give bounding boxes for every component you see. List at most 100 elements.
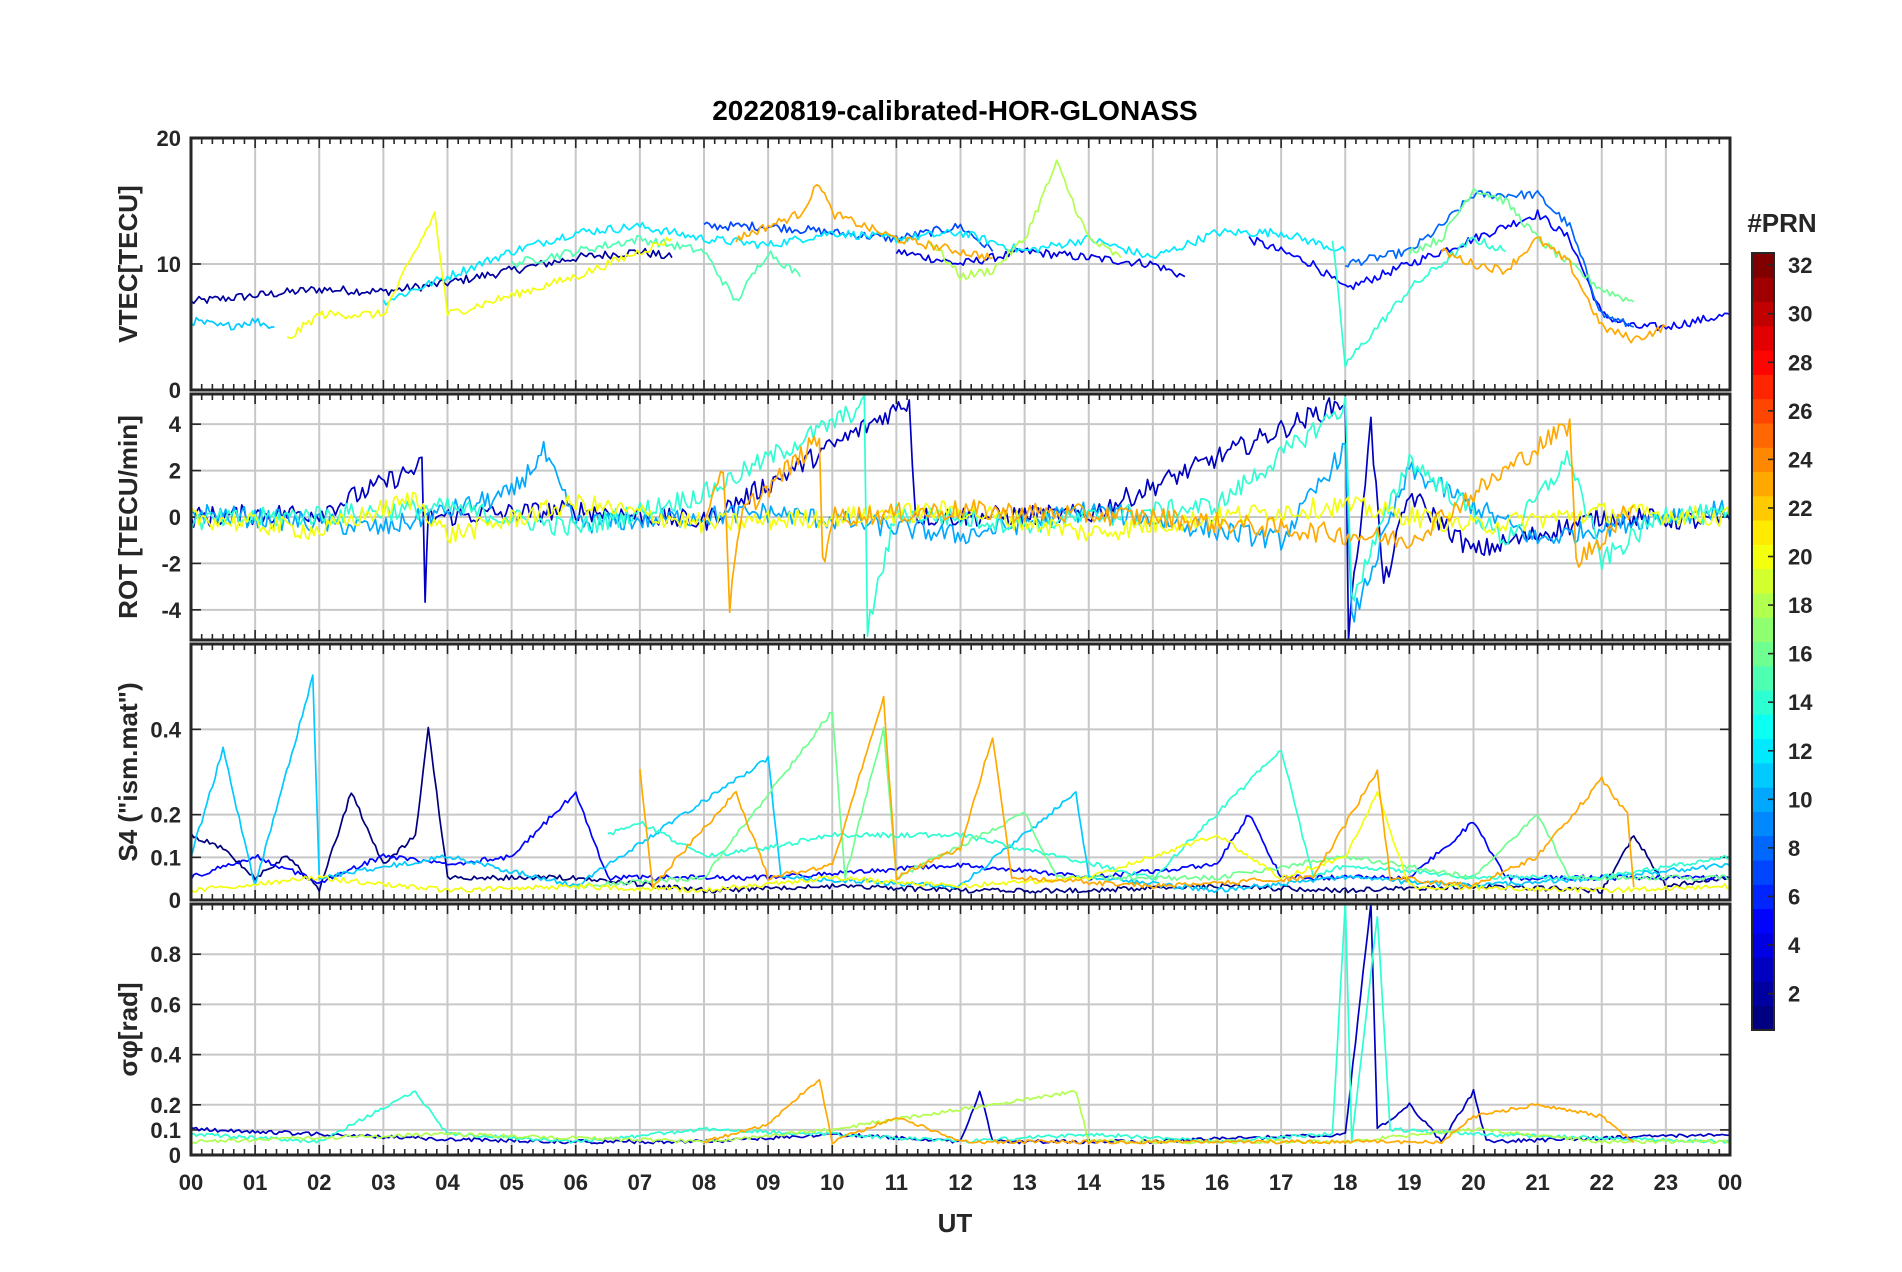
series-prn-12 [382,221,1347,306]
colorbar-segment [1752,957,1774,982]
y-tick-label: -4 [161,598,181,623]
x-tick-label: 03 [371,1170,395,1195]
series-prn-5 [191,791,1730,884]
series-group [191,394,1730,640]
panel-frame [189,902,1732,1157]
y-tick-label: 0.8 [150,942,181,967]
colorbar-tick-label: 26 [1788,399,1812,424]
colorbar-segment [1752,617,1774,642]
series-prn-20 [191,491,1730,544]
series-prn-2 [191,247,673,305]
colorbar-segment [1752,447,1774,473]
y-axis-label-s4: S4 ("ism.mat") [113,682,143,861]
x-tick-label: 15 [1141,1170,1165,1195]
y-tick-label: 4 [169,412,182,437]
colorbar-tick-label: 24 [1788,447,1813,472]
x-axis-label: UT [938,1208,973,1238]
series-prn-16 [1408,187,1635,303]
x-tick-label: 06 [564,1170,588,1195]
series-prn-14 [607,749,1730,882]
x-tick-label: 01 [243,1170,267,1195]
x-tick-label: 00 [179,1170,203,1195]
colorbar-segment [1752,277,1774,303]
colorbar-tick-label: 14 [1788,690,1813,715]
series-prn-11 [191,316,275,331]
colorbar-segment [1752,665,1774,691]
x-tick-label: 20 [1461,1170,1485,1195]
y-axis-label-sigma_phi: σφ[rad] [113,982,143,1076]
series-prn-8 [1344,189,1635,328]
colorbar-segment [1752,495,1774,521]
colorbar-segment [1752,738,1774,764]
y-tick-label: 20 [157,126,181,151]
panel-s4: 0 0.1 0.2 0.4 S4 ("ism.mat") [113,642,1732,913]
colorbar-segment [1752,835,1774,861]
series-prn-3 [191,397,1730,640]
colorbar-segment [1752,592,1774,618]
series-group [191,674,1730,894]
colorbar-segment [1752,641,1774,667]
colorbar-segment [1752,908,1774,934]
series-prn-23 [735,184,993,261]
panel-frame [189,392,1732,642]
x-tick-label: 13 [1012,1170,1036,1195]
x-tick-label: 23 [1654,1170,1678,1195]
panel-sigma_phi: 00.10.2 0.4 0.6 0.8 σφ[rad] [113,902,1732,1168]
panel-rot: -4 -2 0 2 4 ROT [TECU/min] [113,392,1732,642]
series-prn-1 [191,726,1730,894]
y-axis-label-vtec: VTEC[TECU] [113,185,143,342]
series-prn-18 [191,1090,1730,1145]
colorbar-segment [1752,471,1774,497]
chart-title: 20220819-calibrated-HOR-GLONASS [712,95,1198,126]
y-tick-label: 0.4 [150,1043,181,1068]
colorbar-segment [1752,884,1774,910]
panel-vtec: 0 10 20 VTEC[TECU] [113,126,1732,403]
colorbar-segment [1752,253,1774,278]
series-group [191,904,1730,1145]
series-prn-20 [286,211,673,339]
y-tick-label: 0 [169,888,181,913]
x-tick-label: 16 [1205,1170,1229,1195]
x-axis: 00 01 02 03 04 05 06 07 08 09 10 11 12 13 14 15 16 17 18 19… [179,1170,1742,1195]
x-tick-label: 18 [1333,1170,1357,1195]
series-prn-5 [1248,209,1730,332]
series-prn-14 [1331,236,1506,368]
colorbar-segment [1752,714,1774,740]
series-prn-18 [927,159,1122,281]
x-tick-label: 04 [435,1170,460,1195]
colorbar-segment [1752,520,1774,545]
series-prn-14 [191,394,1730,637]
colorbar-segment [1752,422,1774,448]
x-tick-label: 10 [820,1170,844,1195]
x-tick-label: 08 [692,1170,716,1195]
y-tick-label: -2 [161,551,181,576]
y-tick-label: 0.2 [150,803,181,828]
colorbar-tick-label: 32 [1788,253,1812,278]
colorbar-tick-label: 2 [1788,982,1800,1007]
x-tick-label: 11 [885,1170,908,1195]
colorbar-tick-label: 16 [1788,642,1812,667]
colorbar-segment [1752,398,1774,424]
colorbar-segment [1752,811,1774,837]
colorbar-segment [1752,932,1774,958]
colorbar-tick-label: 4 [1788,933,1801,958]
colorbar-tick-label: 8 [1788,836,1800,861]
colorbar-segment [1752,1005,1774,1031]
colorbar-segment [1752,350,1774,375]
x-tick-label: 05 [499,1170,523,1195]
x-tick-label: 17 [1269,1170,1293,1195]
series-prn-16 [575,711,1730,890]
x-tick-label: 02 [307,1170,331,1195]
colorbar-segment [1752,762,1774,788]
colorbar-frame [1751,252,1775,1031]
colorbar-segment [1752,787,1774,812]
y-tick-label: 10 [157,252,181,277]
series-prn-23 [639,695,1635,890]
colorbar-title: #PRN [1747,208,1816,238]
x-tick-label: 22 [1590,1170,1614,1195]
panel-frame [189,136,1732,392]
x-tick-label: 12 [948,1170,972,1195]
colorbar-tick-label: 20 [1788,545,1812,570]
